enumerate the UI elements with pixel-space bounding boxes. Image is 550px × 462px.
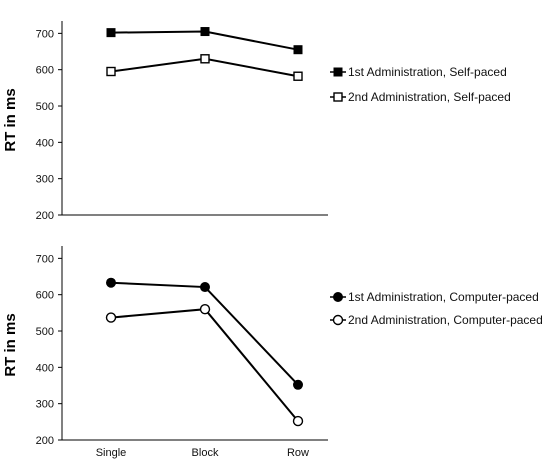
series-2 <box>106 54 303 81</box>
series-2 <box>105 304 304 427</box>
chart-computer-paced: RT in ms 200 300 400 500 600 700 Single Block R… <box>2 246 543 459</box>
series-layer <box>106 27 303 81</box>
series-1 <box>106 277 303 390</box>
data-point <box>292 415 304 427</box>
legend: 1st Administration, Self-paced 2nd Admini… <box>330 65 511 104</box>
y-tick-label: 500 <box>36 101 54 113</box>
axes <box>61 246 328 441</box>
y-tick-label: 600 <box>36 65 54 77</box>
y-tick-label: 600 <box>36 290 54 302</box>
series-1 <box>106 27 303 55</box>
data-point <box>293 45 303 55</box>
data-point <box>293 71 303 81</box>
data-point <box>293 379 303 390</box>
legend-label: 1st Administration, Computer-paced <box>348 290 539 304</box>
x-ticks: Single Block Row <box>96 447 309 459</box>
y-axis-label: RT in ms <box>2 313 19 376</box>
y-ticks: 200 300 400 500 600 700 <box>36 253 62 447</box>
legend-marker <box>332 314 344 326</box>
legend: 1st Administration, Computer-paced 2nd Ad… <box>330 290 543 327</box>
y-tick-label: 300 <box>36 399 54 411</box>
x-tick-label: Block <box>192 447 219 459</box>
y-tick-label: 500 <box>36 326 54 338</box>
data-point <box>106 66 116 77</box>
legend-marker <box>333 67 343 77</box>
axes <box>61 21 328 216</box>
series-line <box>110 308 299 422</box>
data-point <box>199 304 211 315</box>
data-point <box>200 54 210 64</box>
chart-self-paced: RT in ms 200 300 400 500 600 700 1st Administ… <box>2 21 511 222</box>
legend-label: 1st Administration, Self-paced <box>348 65 507 79</box>
y-tick-label: 200 <box>36 435 54 447</box>
legend-label: 2nd Administration, Self-paced <box>348 90 511 104</box>
y-axis-label: RT in ms <box>2 88 19 151</box>
y-tick-label: 700 <box>36 28 54 40</box>
x-tick-label: Single <box>96 447 127 459</box>
x-tick-label: Row <box>287 447 309 459</box>
series-line <box>110 281 299 386</box>
data-point <box>200 27 210 37</box>
y-tick-label: 300 <box>36 174 54 186</box>
y-tick-label: 700 <box>36 253 54 265</box>
data-point <box>105 312 117 323</box>
y-tick-label: 400 <box>36 137 54 149</box>
y-ticks: 200 300 400 500 600 700 <box>36 28 62 222</box>
legend-marker <box>333 292 343 302</box>
legend-marker <box>333 92 343 102</box>
legend-label: 2nd Administration, Computer-paced <box>348 313 543 327</box>
y-tick-label: 400 <box>36 362 54 374</box>
data-point <box>106 28 116 38</box>
series-layer <box>105 277 304 427</box>
data-point <box>106 277 116 288</box>
y-tick-label: 200 <box>36 210 54 222</box>
data-point <box>200 282 210 293</box>
